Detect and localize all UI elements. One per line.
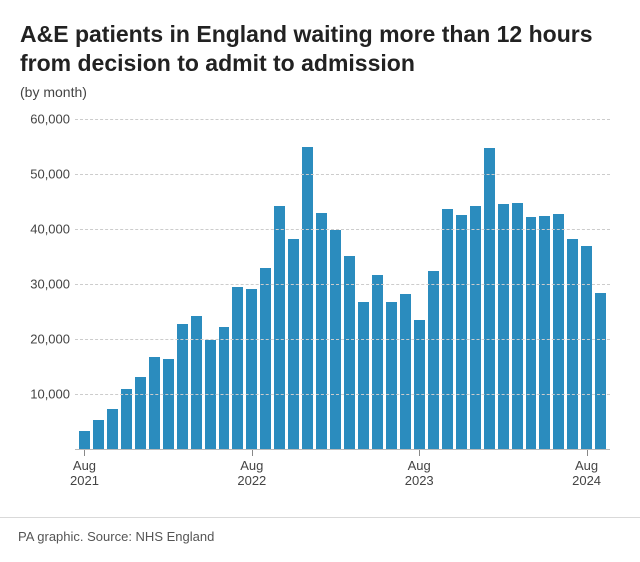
bar (567, 239, 578, 449)
bar (358, 302, 369, 449)
y-tick-label: 20,000 (20, 332, 70, 347)
x-axis: Aug2021Aug2022Aug2023Aug2024 (75, 450, 610, 500)
bar (163, 359, 174, 448)
bar (372, 275, 383, 448)
y-tick-label: 30,000 (20, 277, 70, 292)
gridline (75, 119, 610, 120)
bar (428, 271, 439, 449)
bar (526, 217, 537, 449)
bar (456, 215, 467, 449)
y-tick-label: 60,000 (20, 111, 70, 126)
bar (386, 302, 397, 448)
chart-area: Aug2021 Aug2022 Aug2023 Aug2024 10,000 20,00… (20, 108, 620, 500)
bar (274, 206, 285, 448)
bar (553, 214, 564, 448)
x-tick (84, 450, 85, 456)
bar (288, 239, 299, 449)
bar (191, 316, 202, 449)
bar (470, 206, 481, 449)
chart-subtitle: (by month) (20, 84, 620, 100)
bar (232, 287, 243, 449)
bar (79, 431, 90, 448)
x-tick-label: Aug2022 (237, 458, 266, 489)
bar (219, 327, 230, 448)
bar (107, 409, 118, 448)
bar (135, 377, 146, 449)
bar (442, 209, 453, 449)
gridline (75, 229, 610, 230)
x-tick (419, 450, 420, 456)
bar (581, 246, 592, 448)
bar (484, 148, 495, 448)
chart-title: A&E patients in England waiting more tha… (20, 20, 620, 78)
gridline (75, 394, 610, 395)
y-tick-label: 10,000 (20, 387, 70, 402)
x-tick (252, 450, 253, 456)
bar (316, 213, 327, 449)
x-tick-label: Aug2021 (70, 458, 99, 489)
bar (246, 289, 257, 449)
bar (260, 268, 271, 449)
bar (400, 294, 411, 448)
bar (512, 203, 523, 448)
x-tick-label: Aug2024 (572, 458, 601, 489)
bar (149, 357, 160, 448)
bar (539, 216, 550, 449)
x-tick (587, 450, 588, 456)
bar (177, 324, 188, 448)
y-tick-label: 50,000 (20, 166, 70, 181)
bars-group (75, 108, 610, 449)
gridline (75, 284, 610, 285)
x-tick-label: Aug2023 (405, 458, 434, 489)
bar (121, 389, 132, 448)
footer-divider (0, 517, 640, 518)
bar (498, 204, 509, 448)
chart-footer: PA graphic. Source: NHS England (18, 529, 214, 544)
plot-area (75, 108, 610, 450)
gridline (75, 174, 610, 175)
bar (595, 293, 606, 449)
bar (302, 147, 313, 448)
gridline (75, 339, 610, 340)
bar (93, 420, 104, 449)
y-tick-label: 40,000 (20, 221, 70, 236)
chart-container: A&E patients in England waiting more tha… (0, 0, 640, 562)
